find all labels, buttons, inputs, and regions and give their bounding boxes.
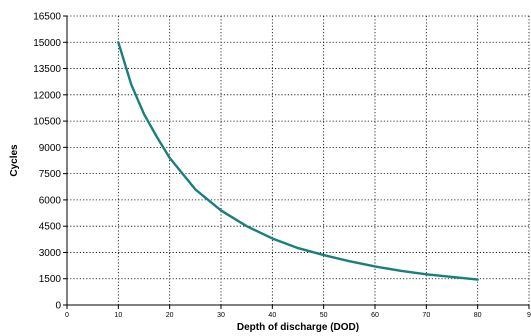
y-tick-label: 9000 [39,143,62,154]
x-tick-label: 9 [527,312,531,319]
y-tick-label: 10500 [33,117,61,128]
y-tick-label: 1500 [39,274,62,285]
series-line [117,41,479,281]
axis-layer [63,15,530,309]
grid-layer [67,15,530,305]
x-tick-label: 30 [217,312,225,319]
y-tick-label: 13500 [33,64,61,75]
x-tick-label: 40 [268,312,276,319]
series-layer [117,41,479,281]
y-tick-label: 4500 [39,222,62,233]
y-tick-label: 15000 [33,38,61,49]
y-tick-label: 0 [55,301,61,312]
x-tick-label: 60 [371,312,379,319]
x-tick-label: 70 [422,312,430,319]
x-axis-title: Depth of discharge (DOD) [237,322,359,333]
x-tick-label: 50 [320,312,328,319]
y-axis-title: Cycles [9,144,20,177]
x-tick-label: 0 [65,312,69,319]
tick-label-layer: 0150030004500600075009000105001200013500… [33,12,531,320]
x-tick-label: 80 [474,312,482,319]
y-tick-label: 3000 [39,248,62,259]
x-tick-label: 10 [114,312,122,319]
x-tick-label: 20 [166,312,174,319]
y-tick-label: 7500 [39,169,62,180]
y-tick-label: 6000 [39,195,62,206]
y-tick-label: 12000 [33,90,61,101]
y-tick-label: 16500 [33,12,61,23]
